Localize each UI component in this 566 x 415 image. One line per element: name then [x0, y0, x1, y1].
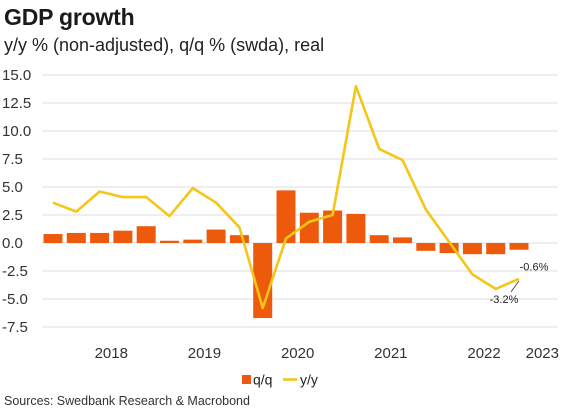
- legend: q/q y/y: [242, 372, 318, 388]
- x-tick-label: 2023: [526, 345, 559, 362]
- qq-bar: [369, 235, 389, 243]
- x-tick-label: 2021: [374, 345, 407, 362]
- y-tick-label: -5.0: [2, 291, 28, 308]
- source-note: Sources: Swedbank Research & Macrobond: [4, 394, 250, 408]
- grid-lines: [42, 74, 558, 328]
- legend-label-yy: y/y: [300, 372, 318, 388]
- qq-bar: [462, 243, 482, 255]
- qq-bar: [43, 234, 63, 243]
- qq-bar: [229, 235, 249, 243]
- qq-bar: [323, 210, 343, 243]
- y-tick-label: 7.5: [2, 151, 23, 168]
- y-tick-label: 10.0: [2, 123, 31, 140]
- legend-swatch-qq: [242, 375, 251, 384]
- qq-bar: [253, 243, 273, 319]
- qq-bar: [486, 243, 506, 255]
- chart-title: GDP growth: [4, 4, 135, 30]
- x-tick-label: 2020: [281, 345, 314, 362]
- chart-subtitle: y/y % (non-adjusted), q/q % (swda), real: [4, 35, 325, 55]
- y-tick-label: -7.5: [2, 319, 28, 336]
- x-tick-label: 2022: [467, 345, 500, 362]
- yy-line-path: [52, 84, 520, 310]
- yy-line: [52, 84, 520, 310]
- qq-bar: [276, 190, 296, 243]
- qq-bar: [509, 243, 529, 250]
- y-tick-label: 12.5: [2, 95, 31, 112]
- yy-last-value-label: -3.2%: [490, 294, 519, 306]
- y-tick-label: -2.5: [2, 263, 28, 280]
- qq-bar: [113, 230, 133, 243]
- y-tick-label: 2.5: [2, 207, 23, 224]
- qq-bar: [206, 229, 226, 243]
- y-tick-label: 0.0: [2, 235, 23, 252]
- annotations: -0.6% -3.2%: [490, 262, 549, 306]
- annotation-leader: [510, 280, 520, 293]
- qq-bar: [393, 237, 412, 243]
- qq-bar: [66, 232, 86, 243]
- qq-bar: [90, 232, 110, 243]
- y-tick-label: 15.0: [2, 67, 31, 84]
- qq-last-value-label: -0.6%: [520, 262, 549, 274]
- x-tick-label: 2019: [188, 345, 221, 362]
- x-axis-ticks: 2018 2019 2020 2021 2022 2023: [95, 345, 559, 362]
- y-axis-ticks: 15.0 12.5 10.0 7.5 5.0 2.5 0.0 -2.5 -5.0 -7.5: [2, 67, 31, 336]
- x-tick-label: 2018: [95, 345, 128, 362]
- legend-label-qq: q/q: [253, 372, 272, 388]
- qq-bar: [183, 239, 203, 243]
- y-tick-label: 5.0: [2, 179, 23, 196]
- qq-bar: [136, 226, 156, 243]
- qq-bar: [416, 243, 436, 251]
- qq-bar: [439, 243, 459, 254]
- qq-bar: [346, 213, 366, 243]
- qq-bars: [43, 190, 529, 319]
- qq-bar: [160, 240, 179, 243]
